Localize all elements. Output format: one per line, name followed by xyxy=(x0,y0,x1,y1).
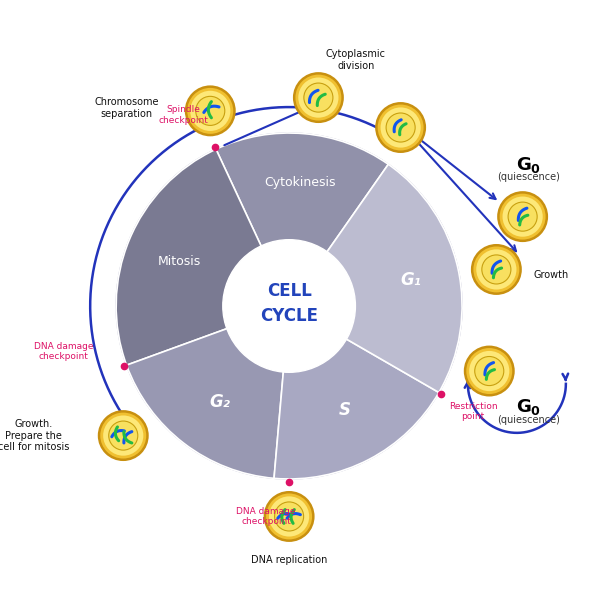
Wedge shape xyxy=(116,149,289,365)
Text: Cytokinesis: Cytokinesis xyxy=(264,176,335,189)
Circle shape xyxy=(298,78,338,118)
Text: G₁: G₁ xyxy=(400,271,421,289)
Text: Chromosome
separation: Chromosome separation xyxy=(94,97,159,119)
Circle shape xyxy=(469,351,509,391)
Text: (quiescence): (quiescence) xyxy=(497,414,560,425)
Circle shape xyxy=(116,133,462,479)
Circle shape xyxy=(186,87,234,135)
Circle shape xyxy=(196,96,225,125)
Circle shape xyxy=(99,411,147,460)
Circle shape xyxy=(109,421,138,450)
Circle shape xyxy=(190,91,230,131)
Circle shape xyxy=(275,502,304,531)
Text: $\mathbf{G_0}$: $\mathbf{G_0}$ xyxy=(516,397,541,417)
Text: Mitosis: Mitosis xyxy=(158,255,201,268)
Text: DNA damage
checkpoint: DNA damage checkpoint xyxy=(236,507,296,526)
Text: (quiescence): (quiescence) xyxy=(497,173,560,182)
Wedge shape xyxy=(216,133,389,306)
Text: DNA replication: DNA replication xyxy=(251,554,327,565)
Wedge shape xyxy=(127,306,289,479)
Text: G₂: G₂ xyxy=(209,393,230,411)
Circle shape xyxy=(498,192,547,241)
Circle shape xyxy=(476,249,517,289)
Circle shape xyxy=(265,492,313,540)
Text: Growth.
Prepare the
cell for mitosis: Growth. Prepare the cell for mitosis xyxy=(0,419,70,452)
Text: Cytoplasmic
division: Cytoplasmic division xyxy=(326,50,386,71)
Circle shape xyxy=(269,496,309,537)
Wedge shape xyxy=(274,306,439,479)
Circle shape xyxy=(508,202,537,231)
Text: $\mathbf{G_0}$: $\mathbf{G_0}$ xyxy=(516,155,541,175)
Text: Growth: Growth xyxy=(534,271,569,280)
Circle shape xyxy=(304,83,333,112)
Text: CELL
CYCLE: CELL CYCLE xyxy=(260,282,318,324)
Circle shape xyxy=(502,196,543,237)
Circle shape xyxy=(376,103,425,152)
Wedge shape xyxy=(289,164,462,392)
Circle shape xyxy=(294,73,343,122)
Text: Restriction
point: Restriction point xyxy=(449,401,498,421)
Circle shape xyxy=(472,245,521,294)
Text: DNA damage
checkpoint: DNA damage checkpoint xyxy=(34,342,93,362)
Circle shape xyxy=(386,113,415,142)
Circle shape xyxy=(465,347,513,395)
Circle shape xyxy=(482,255,511,284)
Circle shape xyxy=(475,357,504,386)
Circle shape xyxy=(103,416,143,456)
Text: S: S xyxy=(338,401,351,419)
Circle shape xyxy=(223,240,356,372)
Text: Spindle
checkpoint: Spindle checkpoint xyxy=(158,105,208,125)
Circle shape xyxy=(381,108,420,147)
